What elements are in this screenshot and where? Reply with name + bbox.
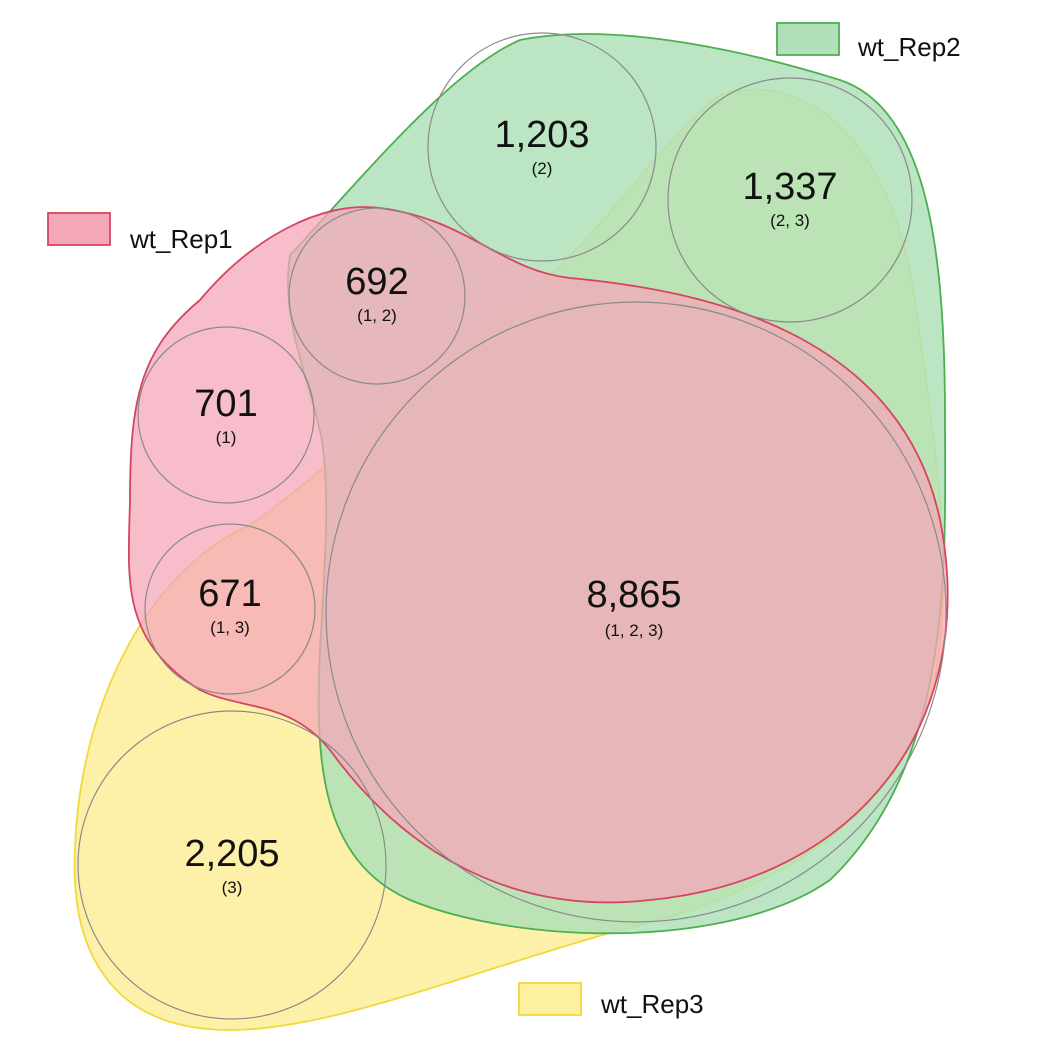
setlabel-region-1: (1) bbox=[216, 428, 237, 447]
count-region-3: 2,205 bbox=[184, 833, 279, 875]
bubble-region-3 bbox=[77, 710, 387, 1020]
count-region-2-3: 1,337 bbox=[742, 166, 837, 208]
legend-swatch-wt-rep3 bbox=[518, 982, 582, 1016]
setlabel-region-1-2: (1, 2) bbox=[357, 306, 397, 325]
count-region-2: 1,203 bbox=[494, 114, 589, 156]
legend-label-wt-rep1: wt_Rep1 bbox=[129, 224, 233, 254]
bubble-region-2-3 bbox=[667, 77, 913, 323]
count-region-1-2: 692 bbox=[345, 261, 408, 303]
legend-swatch-wt-rep2 bbox=[776, 22, 840, 56]
setlabel-region-2-3: (2, 3) bbox=[770, 211, 810, 230]
bubble-region-1-2-3 bbox=[325, 301, 947, 923]
setlabel-region-3: (3) bbox=[222, 878, 243, 897]
bubble-region-1 bbox=[137, 326, 315, 504]
bubble-region-1-2 bbox=[288, 207, 466, 385]
count-region-1-3: 671 bbox=[198, 573, 261, 615]
legend-label-wt-rep2: wt_Rep2 bbox=[857, 32, 961, 62]
setlabel-region-2: (2) bbox=[532, 159, 553, 178]
setlabel-region-1-3: (1, 3) bbox=[210, 618, 250, 637]
bubble-region-2 bbox=[427, 32, 657, 262]
legend-swatch-wt-rep1 bbox=[47, 212, 111, 246]
bubble-region-1-3 bbox=[144, 523, 316, 695]
count-region-1-2-3: 8,865 bbox=[586, 574, 681, 616]
setlabel-region-1-2-3: (1, 2, 3) bbox=[605, 621, 664, 640]
legend-label-wt-rep3: wt_Rep3 bbox=[600, 989, 704, 1019]
count-region-1: 701 bbox=[194, 383, 257, 425]
